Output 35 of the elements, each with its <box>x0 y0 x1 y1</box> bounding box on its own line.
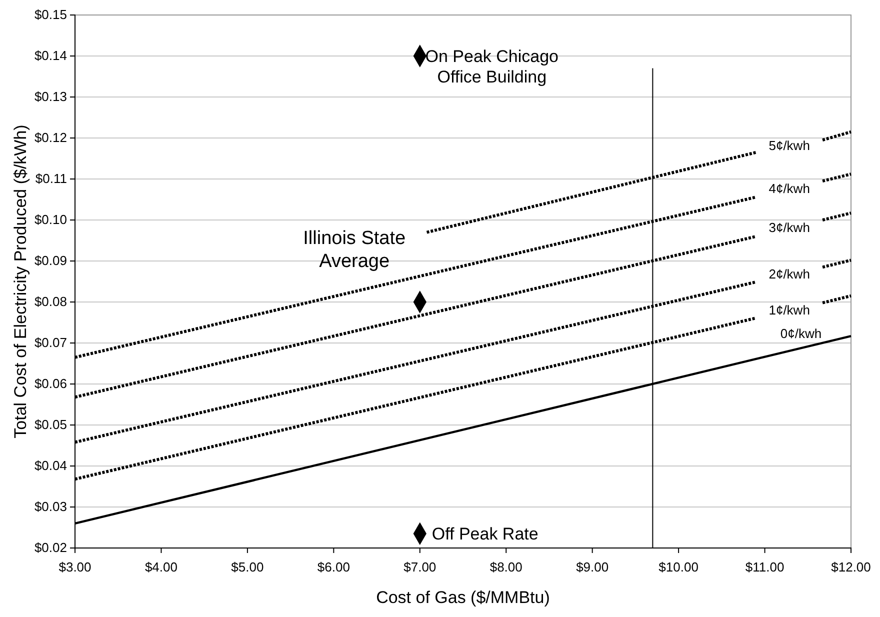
series-label: 0¢/kwh <box>780 326 822 342</box>
y-tick-label: $0.02 <box>34 540 67 556</box>
y-axis-title: Total Cost of Electricity Produced ($/kWh) <box>11 124 30 438</box>
y-tick-label: $0.04 <box>34 458 67 474</box>
x-axis-title: Cost of Gas ($/MMBtu) <box>376 588 550 607</box>
x-tick-label: $11.00 <box>745 560 784 575</box>
x-tick-label: $3.00 <box>58 560 92 575</box>
y-tick-label: $0.07 <box>34 335 67 350</box>
x-tick-label: $7.00 <box>404 560 436 575</box>
x-tick-label: $12.00 <box>831 560 871 575</box>
series-label: 5¢/kwh <box>768 138 810 154</box>
x-tick-label: $10.00 <box>658 560 698 575</box>
x-tick-label: $8.00 <box>490 560 522 575</box>
x-tick-label: $4.00 <box>144 560 178 575</box>
y-tick-label: $0.12 <box>34 130 67 146</box>
series-label: 4¢/kwh <box>768 181 810 196</box>
series-label: 2¢/kwh <box>768 266 810 282</box>
y-tick-label: $0.13 <box>34 89 67 104</box>
x-tick-label: $9.00 <box>576 560 609 575</box>
y-tick-label: $0.08 <box>34 294 67 310</box>
x-tick-label: $6.00 <box>317 560 350 575</box>
annotation: On Peak Chicago Office Building <box>425 47 559 86</box>
y-tick-label: $0.10 <box>34 212 67 228</box>
x-tick-label: $5.00 <box>231 560 264 575</box>
annotation: Illinois State Average <box>303 228 406 272</box>
y-tick-label: $0.05 <box>34 417 67 432</box>
series-label: 1¢/kwh <box>768 302 810 318</box>
annotation: Off Peak Rate <box>432 524 538 544</box>
series-label: 3¢/kwh <box>768 220 810 236</box>
y-tick-label: $0.11 <box>35 171 67 186</box>
y-tick-label: $0.15 <box>34 7 67 22</box>
y-tick-label: $0.14 <box>34 48 67 64</box>
y-tick-label: $0.06 <box>34 376 67 392</box>
y-tick-label: $0.03 <box>34 499 67 514</box>
y-tick-label: $0.09 <box>34 253 67 268</box>
